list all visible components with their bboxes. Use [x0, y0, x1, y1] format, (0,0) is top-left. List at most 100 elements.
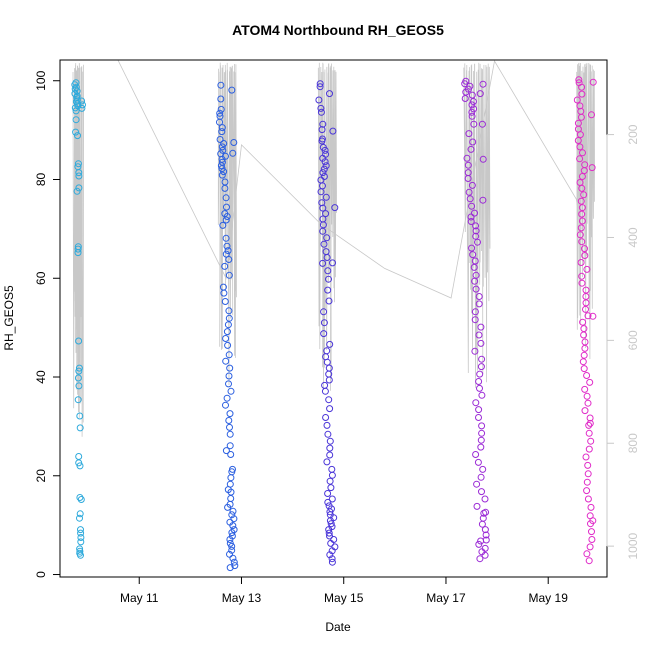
data-point: [579, 149, 586, 157]
y-tick-label: 0: [34, 571, 48, 578]
data-point: [461, 95, 469, 102]
data-point: [218, 143, 226, 151]
data-point: [471, 347, 479, 355]
data-point: [579, 358, 587, 366]
data-point: [576, 143, 584, 151]
data-point: [225, 271, 233, 279]
data-points-layer: [71, 76, 597, 572]
data-point: [467, 213, 475, 221]
data-point: [465, 130, 473, 138]
data-point: [472, 227, 480, 235]
data-point: [77, 538, 85, 546]
data-point: [324, 498, 332, 506]
data-point: [222, 357, 230, 365]
data-point: [586, 543, 594, 551]
data-point: [319, 259, 327, 267]
data-point: [223, 213, 231, 220]
data-point: [77, 529, 85, 537]
data-point: [322, 414, 330, 421]
data-point: [582, 305, 589, 313]
data-point: [324, 430, 332, 438]
x-tick-label: May 13: [222, 591, 262, 605]
data-point: [578, 217, 586, 225]
data-point: [326, 508, 334, 516]
data-point: [583, 487, 591, 495]
data-point: [477, 323, 485, 331]
data-point: [481, 551, 489, 559]
data-point: [328, 558, 336, 566]
data-point: [481, 544, 489, 552]
data-point: [325, 297, 333, 305]
data-point: [469, 138, 477, 146]
data-point: [75, 364, 83, 372]
data-point: [226, 423, 233, 431]
data-point: [221, 262, 229, 270]
data-point: [229, 522, 237, 530]
data-point: [216, 136, 224, 143]
data-point: [323, 421, 331, 429]
right-tick-label: 400: [626, 227, 640, 247]
data-point: [584, 312, 592, 320]
y-axis-label: RH_GEOS5: [2, 285, 16, 351]
data-point: [77, 534, 85, 541]
x-tick-label: May 17: [426, 591, 466, 605]
data-point: [465, 188, 473, 196]
data-point: [580, 191, 588, 199]
data-point: [471, 308, 479, 316]
data-point: [220, 289, 228, 297]
data-point: [75, 367, 83, 375]
data-point: [222, 335, 230, 342]
data-point: [477, 436, 485, 444]
data-point: [225, 351, 233, 359]
data-point: [477, 537, 485, 545]
data-point: [71, 85, 79, 93]
data-point: [327, 484, 335, 492]
data-point: [577, 197, 585, 205]
pressure-trace-layer: [72, 60, 595, 437]
data-point: [222, 234, 230, 242]
data-point: [218, 171, 226, 179]
data-point: [323, 358, 331, 366]
data-point: [74, 160, 82, 168]
data-point: [76, 424, 84, 432]
data-point: [223, 328, 231, 336]
x-tick-label: May 15: [324, 591, 364, 605]
data-point: [73, 187, 81, 195]
data-point: [585, 421, 593, 429]
data-point: [225, 417, 233, 424]
data-point: [580, 351, 588, 359]
data-point: [217, 81, 225, 89]
y-tick-label: 80: [34, 173, 48, 187]
data-point: [78, 104, 86, 112]
data-point: [222, 216, 230, 224]
data-point: [222, 194, 230, 202]
data-point: [322, 162, 330, 170]
data-point: [587, 437, 595, 445]
data-point: [481, 495, 489, 503]
data-point: [478, 391, 486, 399]
data-point: [577, 224, 585, 232]
data-point: [321, 158, 329, 166]
pressure-trace-1: [72, 63, 84, 437]
data-point: [224, 321, 232, 329]
data-point: [475, 293, 483, 300]
data-point: [228, 511, 236, 519]
data-point: [587, 503, 595, 511]
data-point: [325, 275, 332, 283]
data-point: [319, 120, 327, 128]
pressure-trace-3: [317, 62, 338, 391]
data-point: [224, 341, 232, 349]
data-point: [218, 128, 226, 136]
data-point: [471, 277, 479, 285]
data-point: [320, 330, 328, 338]
data-point: [475, 540, 483, 548]
data-point: [478, 120, 486, 128]
data-point: [476, 370, 484, 378]
data-point: [326, 405, 334, 413]
data-point: [325, 376, 333, 384]
data-point: [227, 387, 235, 395]
data-point: [476, 90, 484, 98]
data-point: [583, 550, 591, 558]
data-point: [477, 363, 485, 371]
